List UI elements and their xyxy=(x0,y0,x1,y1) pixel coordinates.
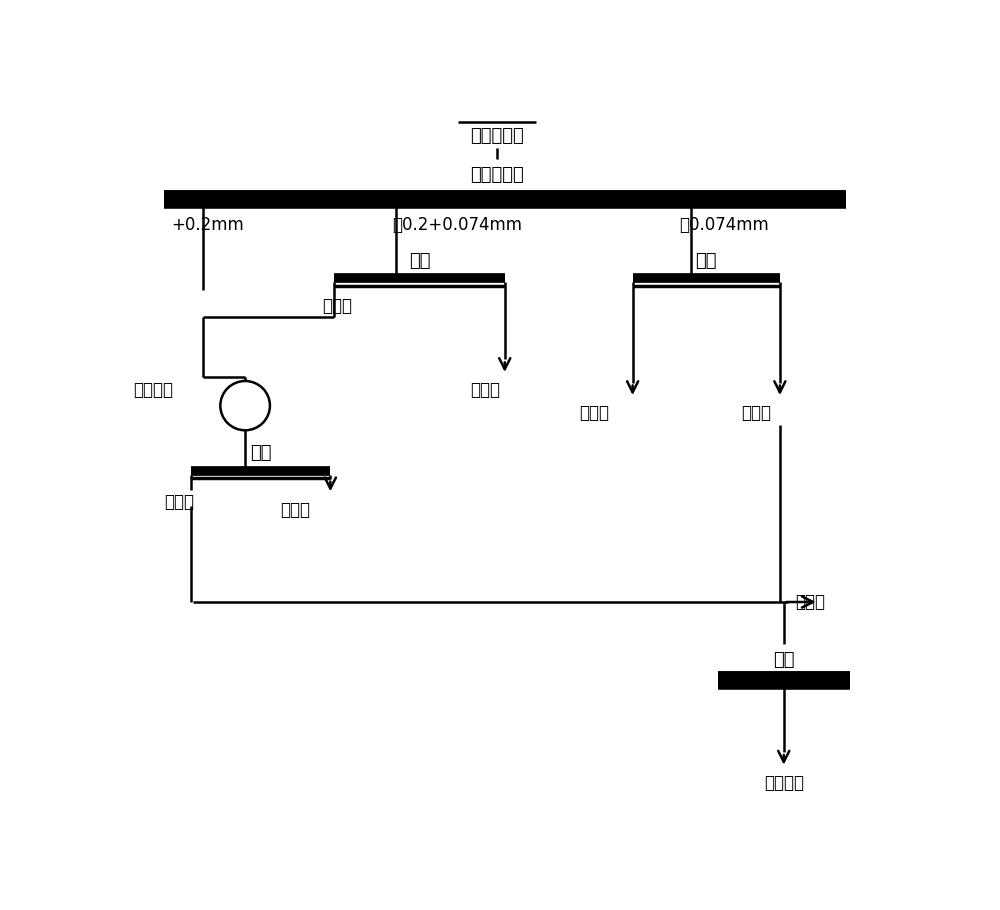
Text: 尾矿４: 尾矿４ xyxy=(795,593,825,611)
Text: 浮选精矿: 浮选精矿 xyxy=(764,774,804,792)
Text: －0.2+0.074mm: －0.2+0.074mm xyxy=(392,216,522,234)
Text: －0.074mm: －0.074mm xyxy=(679,216,769,234)
Text: 尾矿１: 尾矿１ xyxy=(323,297,353,315)
Text: 锂英石手矿: 锂英石手矿 xyxy=(470,127,524,146)
Text: 高频筛分级: 高频筛分级 xyxy=(470,166,524,184)
Text: 浮选: 浮选 xyxy=(773,651,794,669)
Text: 充分搔拌: 充分搔拌 xyxy=(133,381,173,399)
Text: 精矿１: 精矿１ xyxy=(470,381,500,399)
Text: 跳汰: 跳汰 xyxy=(409,252,430,270)
Text: 尾矿２: 尾矿２ xyxy=(742,404,772,422)
Text: 精矿２: 精矿２ xyxy=(579,404,609,422)
Text: 跳汰: 跳汰 xyxy=(696,252,717,270)
Text: +0.2mm: +0.2mm xyxy=(172,216,244,234)
Text: 尾矿３: 尾矿３ xyxy=(164,493,194,511)
Text: 跳汰: 跳汰 xyxy=(250,444,271,462)
Text: 精矿３: 精矿３ xyxy=(280,501,310,519)
